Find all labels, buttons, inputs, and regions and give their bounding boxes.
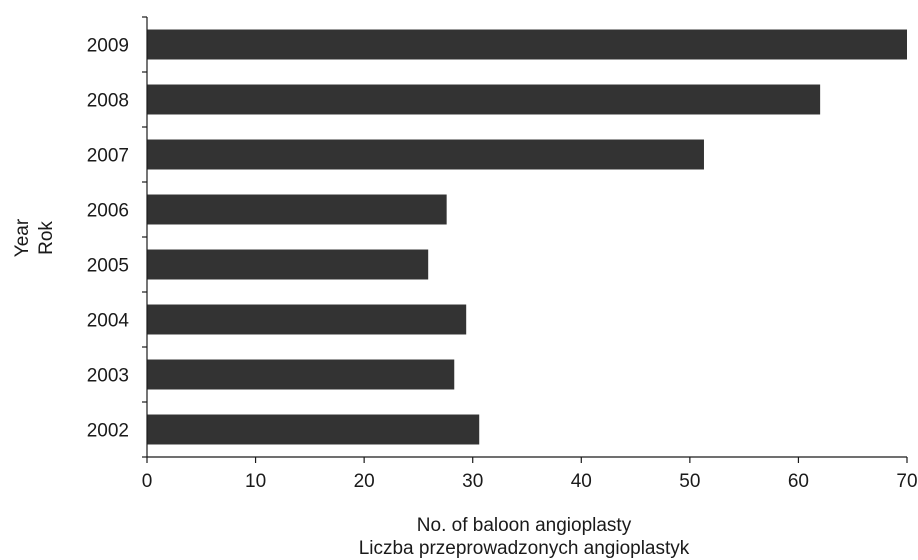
- y-tick-label-2008: 2008: [87, 91, 129, 112]
- bar-2003: [147, 359, 455, 390]
- y-tick-label-2007: 2007: [87, 146, 129, 167]
- y-tick-label-2006: 2006: [87, 201, 129, 222]
- x-tick-label-10: 10: [245, 471, 266, 492]
- x-tick-label-60: 60: [788, 471, 809, 492]
- x-tick-label-0: 0: [142, 471, 153, 492]
- axes-group: 2009 2008 2007 2006 2005 2004 2003 2002 0 10 20 30 4…: [87, 16, 918, 492]
- y-tick-label-2005: 2005: [87, 256, 129, 277]
- x-axis-label-line-2: Liczba przeprowadzonych angioplastyk: [359, 538, 690, 559]
- x-axis-label-line-1: No. of baloon angioplasty: [417, 515, 632, 536]
- bar-2008: [147, 84, 821, 115]
- labels-group: Year Rok No. of baloon angioplasty Liczb…: [12, 218, 690, 559]
- bar-2002: [147, 414, 480, 445]
- x-tick-label-20: 20: [354, 471, 375, 492]
- bar-2007: [147, 139, 704, 170]
- y-tick-label-2003: 2003: [87, 366, 129, 387]
- bars-group: [147, 29, 907, 445]
- y-axis-label-line-2: Rok: [36, 221, 57, 255]
- y-tick-label-2009: 2009: [87, 36, 129, 57]
- x-tick-label-70: 70: [896, 471, 917, 492]
- bar-2009: [147, 29, 907, 60]
- y-tick-label-2004: 2004: [87, 311, 130, 332]
- y-axis-label-line-1: Year: [12, 218, 33, 257]
- x-tick-label-30: 30: [462, 471, 483, 492]
- x-tick-label-40: 40: [571, 471, 592, 492]
- bar-2004: [147, 304, 467, 335]
- x-tick-label-50: 50: [679, 471, 700, 492]
- bar-2005: [147, 249, 429, 280]
- bar-2006: [147, 194, 447, 225]
- y-tick-label-2002: 2002: [87, 421, 129, 442]
